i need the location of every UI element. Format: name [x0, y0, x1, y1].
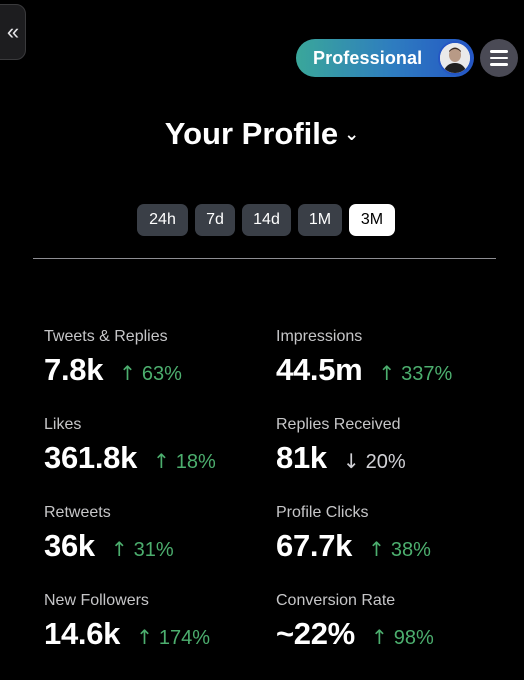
stat-value: 81k [276, 440, 327, 475]
stat-retweets: Retweets 36k ↑ 31% [44, 504, 274, 564]
stat-change-value: 18% [175, 451, 216, 473]
range-7d-button[interactable]: 7d [195, 204, 235, 236]
range-24h-button[interactable]: 24h [137, 204, 188, 236]
stat-value: 14.6k [44, 616, 121, 651]
stat-label: Conversion Rate [276, 592, 396, 609]
double-chevron-left-icon: « [6, 19, 20, 44]
range-14d-button[interactable]: 14d [242, 204, 291, 236]
sidebar-collapse-button[interactable]: « [0, 4, 26, 60]
stat-change-value: 98% [393, 627, 434, 649]
stat-value: 36k [44, 528, 95, 563]
stat-change: ↑ 337% [378, 361, 452, 386]
stat-label: New Followers [44, 592, 149, 609]
time-range-selector: 24h 7d 14d 1M 3M [137, 204, 395, 236]
stat-label: Profile Clicks [276, 504, 369, 521]
stat-change-value: 31% [133, 539, 174, 561]
arrow-up-icon: ↑ [136, 625, 153, 649]
stat-likes: Likes 361.8k ↑ 18% [44, 416, 274, 476]
stat-change: ↑ 98% [371, 625, 434, 650]
stat-label: Likes [44, 416, 82, 433]
arrow-up-icon: ↑ [370, 625, 388, 649]
stat-tweets-replies: Tweets & Replies 7.8k ↑ 63% [44, 328, 274, 388]
page-title: Your Profile [164, 116, 339, 151]
user-avatar-icon [440, 43, 470, 73]
arrow-down-icon: ↓ [342, 449, 360, 473]
arrow-up-icon: ↑ [110, 537, 128, 561]
stat-change-value: 174% [158, 627, 210, 649]
profile-selector[interactable]: Your Profile ⌄ [0, 116, 524, 152]
stat-change: ↑ 18% [153, 449, 216, 474]
stat-value: 361.8k [44, 440, 138, 475]
stat-value: 67.7k [276, 528, 353, 563]
stat-change: ↑ 38% [368, 537, 431, 562]
stat-change-value: 38% [390, 539, 431, 561]
stat-label: Retweets [44, 504, 111, 521]
stat-change: ↑ 63% [119, 361, 182, 386]
stat-change-value: 337% [401, 363, 453, 385]
range-3m-button[interactable]: 3M [349, 204, 395, 236]
stat-value: 7.8k [44, 352, 104, 387]
stat-value: ~22% [276, 616, 355, 651]
stat-value: 44.5m [276, 352, 363, 387]
stat-new-followers: New Followers 14.6k ↑ 174% [44, 592, 274, 652]
plan-label: Professional [313, 47, 423, 68]
menu-button[interactable] [480, 39, 518, 77]
arrow-up-icon: ↑ [153, 449, 170, 473]
arrow-up-icon: ↑ [368, 537, 385, 561]
arrow-up-icon: ↑ [119, 361, 136, 385]
chevron-down-icon: ⌄ [344, 124, 360, 144]
hamburger-icon [490, 50, 508, 53]
stat-profile-clicks: Profile Clicks 67.7k ↑ 38% [276, 504, 506, 564]
arrow-up-icon: ↑ [378, 361, 396, 385]
stat-change: ↑ 31% [111, 537, 174, 562]
stat-label: Replies Received [276, 416, 401, 433]
stat-change-value: 20% [365, 451, 406, 473]
stat-change: ↑ 174% [136, 625, 210, 650]
range-1m-button[interactable]: 1M [298, 204, 342, 236]
stat-impressions: Impressions 44.5m ↑ 337% [276, 328, 506, 388]
stat-label: Impressions [276, 328, 363, 345]
divider [33, 258, 496, 259]
stat-label: Tweets & Replies [44, 328, 168, 345]
stat-replies-received: Replies Received 81k ↓ 20% [276, 416, 506, 476]
stat-change: ↓ 20% [343, 449, 406, 474]
plan-badge-button[interactable]: Professional [296, 39, 474, 77]
stat-conversion-rate: Conversion Rate ~22% ↑ 98% [276, 592, 506, 652]
avatar[interactable] [438, 41, 472, 75]
stat-change-value: 63% [141, 363, 182, 385]
